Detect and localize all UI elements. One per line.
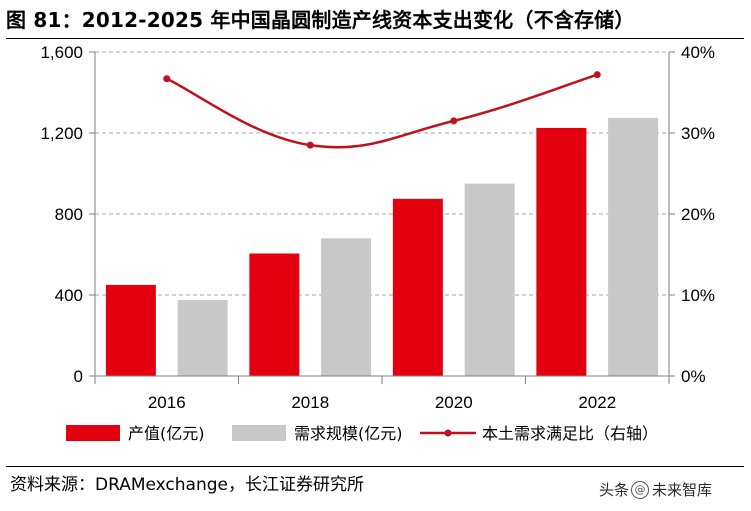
ratio-line-path: [166, 73, 598, 149]
ratio-point-1: [306, 141, 314, 149]
legend-swatch-2: [232, 425, 286, 441]
bar-series-1-0: [105, 284, 156, 376]
y-right-tick-label: 40%: [681, 43, 715, 62]
watermark: 头条 @ 未来智库: [599, 478, 747, 502]
ratio-point-3: [593, 71, 601, 79]
y-right-tick-label: 10%: [681, 286, 715, 305]
legend-swatch-1: [66, 425, 120, 441]
legend-label-2: 需求规模(亿元): [294, 424, 403, 443]
y-left-tick-label: 800: [55, 205, 83, 224]
bar-series-2-7: [608, 117, 659, 376]
bar-series-1-4: [392, 198, 443, 376]
legend: 产值(亿元) 需求规模(亿元) 本土需求满足比（右轴）: [66, 424, 658, 443]
x-tick-label: 2020: [435, 393, 473, 412]
x-tick-label: 2018: [291, 393, 329, 412]
y-right-tick-label: 0%: [681, 367, 706, 386]
y-right-tick-label: 20%: [681, 205, 715, 224]
ratio-point-2: [450, 117, 458, 125]
watermark-prefix: 头条: [599, 481, 630, 499]
watermark-badge-icon: @: [631, 481, 650, 499]
legend-swatch-marker: [444, 429, 452, 437]
axes: 0 400 800 1,200 1,600 0% 10% 20% 30% 40% 2016 2018 2…: [40, 43, 715, 412]
title-divider: [6, 38, 744, 39]
bar-series-1-6: [536, 127, 587, 376]
y-right-tick-label: 30%: [681, 124, 715, 143]
bar-series-2-1: [177, 300, 228, 376]
source-note: 资料来源：DRAMexchange，长江证券研究所: [10, 475, 364, 495]
watermark-name: 未来智库: [652, 481, 713, 499]
bar-series-2-5: [464, 183, 515, 376]
x-tick-label: 2022: [578, 393, 616, 412]
y-left-tick-label: 1,600: [40, 43, 83, 62]
x-tick-label: 2016: [148, 393, 186, 412]
bar-series-1-2: [249, 253, 300, 376]
ratio-point-0: [163, 75, 171, 83]
y-left-tick-label: 1,200: [40, 124, 83, 143]
ratio-line: [163, 71, 601, 149]
legend-label-3: 本土需求满足比（右轴）: [482, 424, 658, 443]
y-left-tick-label: 0: [74, 367, 83, 386]
bars: [105, 117, 659, 376]
bar-series-2-3: [321, 238, 372, 376]
chart-title: 图 81：2012-2025 年中国晶圆制造产线资本支出变化（不含存储）: [6, 8, 635, 32]
source-divider: [6, 466, 744, 467]
legend-label-1: 产值(亿元): [128, 424, 205, 443]
y-left-tick-label: 400: [55, 286, 83, 305]
combo-chart: 0 400 800 1,200 1,600 0% 10% 20% 30% 40% 2016 2018 2…: [40, 43, 715, 443]
